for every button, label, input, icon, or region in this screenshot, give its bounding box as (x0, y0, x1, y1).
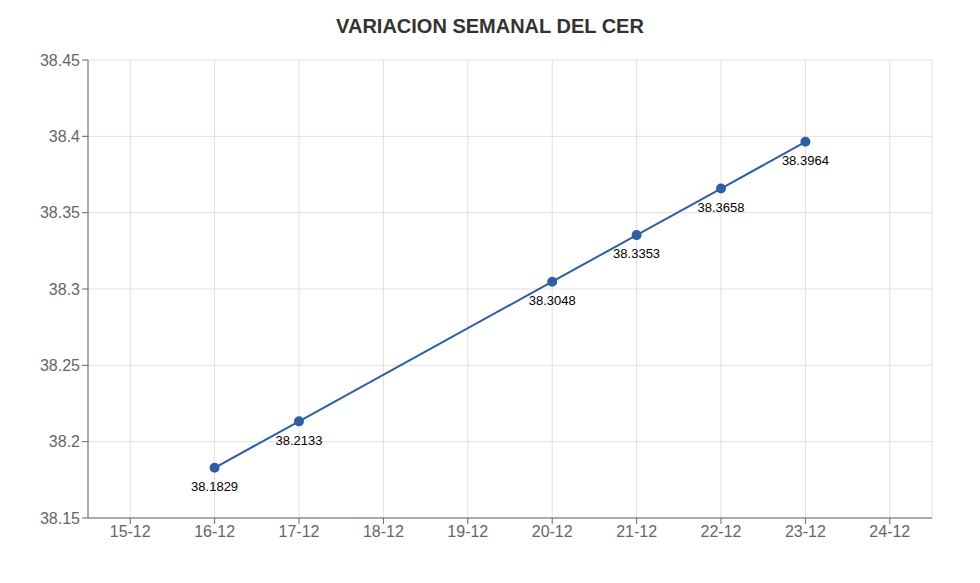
svg-text:38.45: 38.45 (40, 52, 80, 69)
svg-text:23-12: 23-12 (785, 523, 826, 540)
svg-text:24-12: 24-12 (869, 523, 910, 540)
svg-text:19-12: 19-12 (447, 523, 488, 540)
svg-text:38.3964: 38.3964 (782, 153, 829, 168)
svg-text:38.3: 38.3 (49, 281, 80, 298)
svg-text:38.15: 38.15 (40, 510, 80, 527)
svg-text:38.3048: 38.3048 (529, 293, 576, 308)
svg-text:18-12: 18-12 (363, 523, 404, 540)
svg-text:38.2133: 38.2133 (276, 433, 323, 448)
svg-text:38.25: 38.25 (40, 357, 80, 374)
svg-text:38.3658: 38.3658 (698, 200, 745, 215)
svg-text:22-12: 22-12 (701, 523, 742, 540)
svg-text:21-12: 21-12 (616, 523, 657, 540)
svg-text:38.1829: 38.1829 (191, 479, 238, 494)
html-text:VARIACION SEMANAL DEL CER: VARIACION SEMANAL DEL CER (336, 15, 644, 37)
svg-text:16-12: 16-12 (194, 523, 235, 540)
svg-text:38.35: 38.35 (40, 204, 80, 221)
svg-text:17-12: 17-12 (279, 523, 320, 540)
svg-text:38.4: 38.4 (49, 128, 80, 145)
svg-text:38.3353: 38.3353 (613, 246, 660, 261)
svg-text:20-12: 20-12 (532, 523, 573, 540)
svg-text:15-12: 15-12 (110, 523, 151, 540)
svg-text:38.2: 38.2 (49, 433, 80, 450)
